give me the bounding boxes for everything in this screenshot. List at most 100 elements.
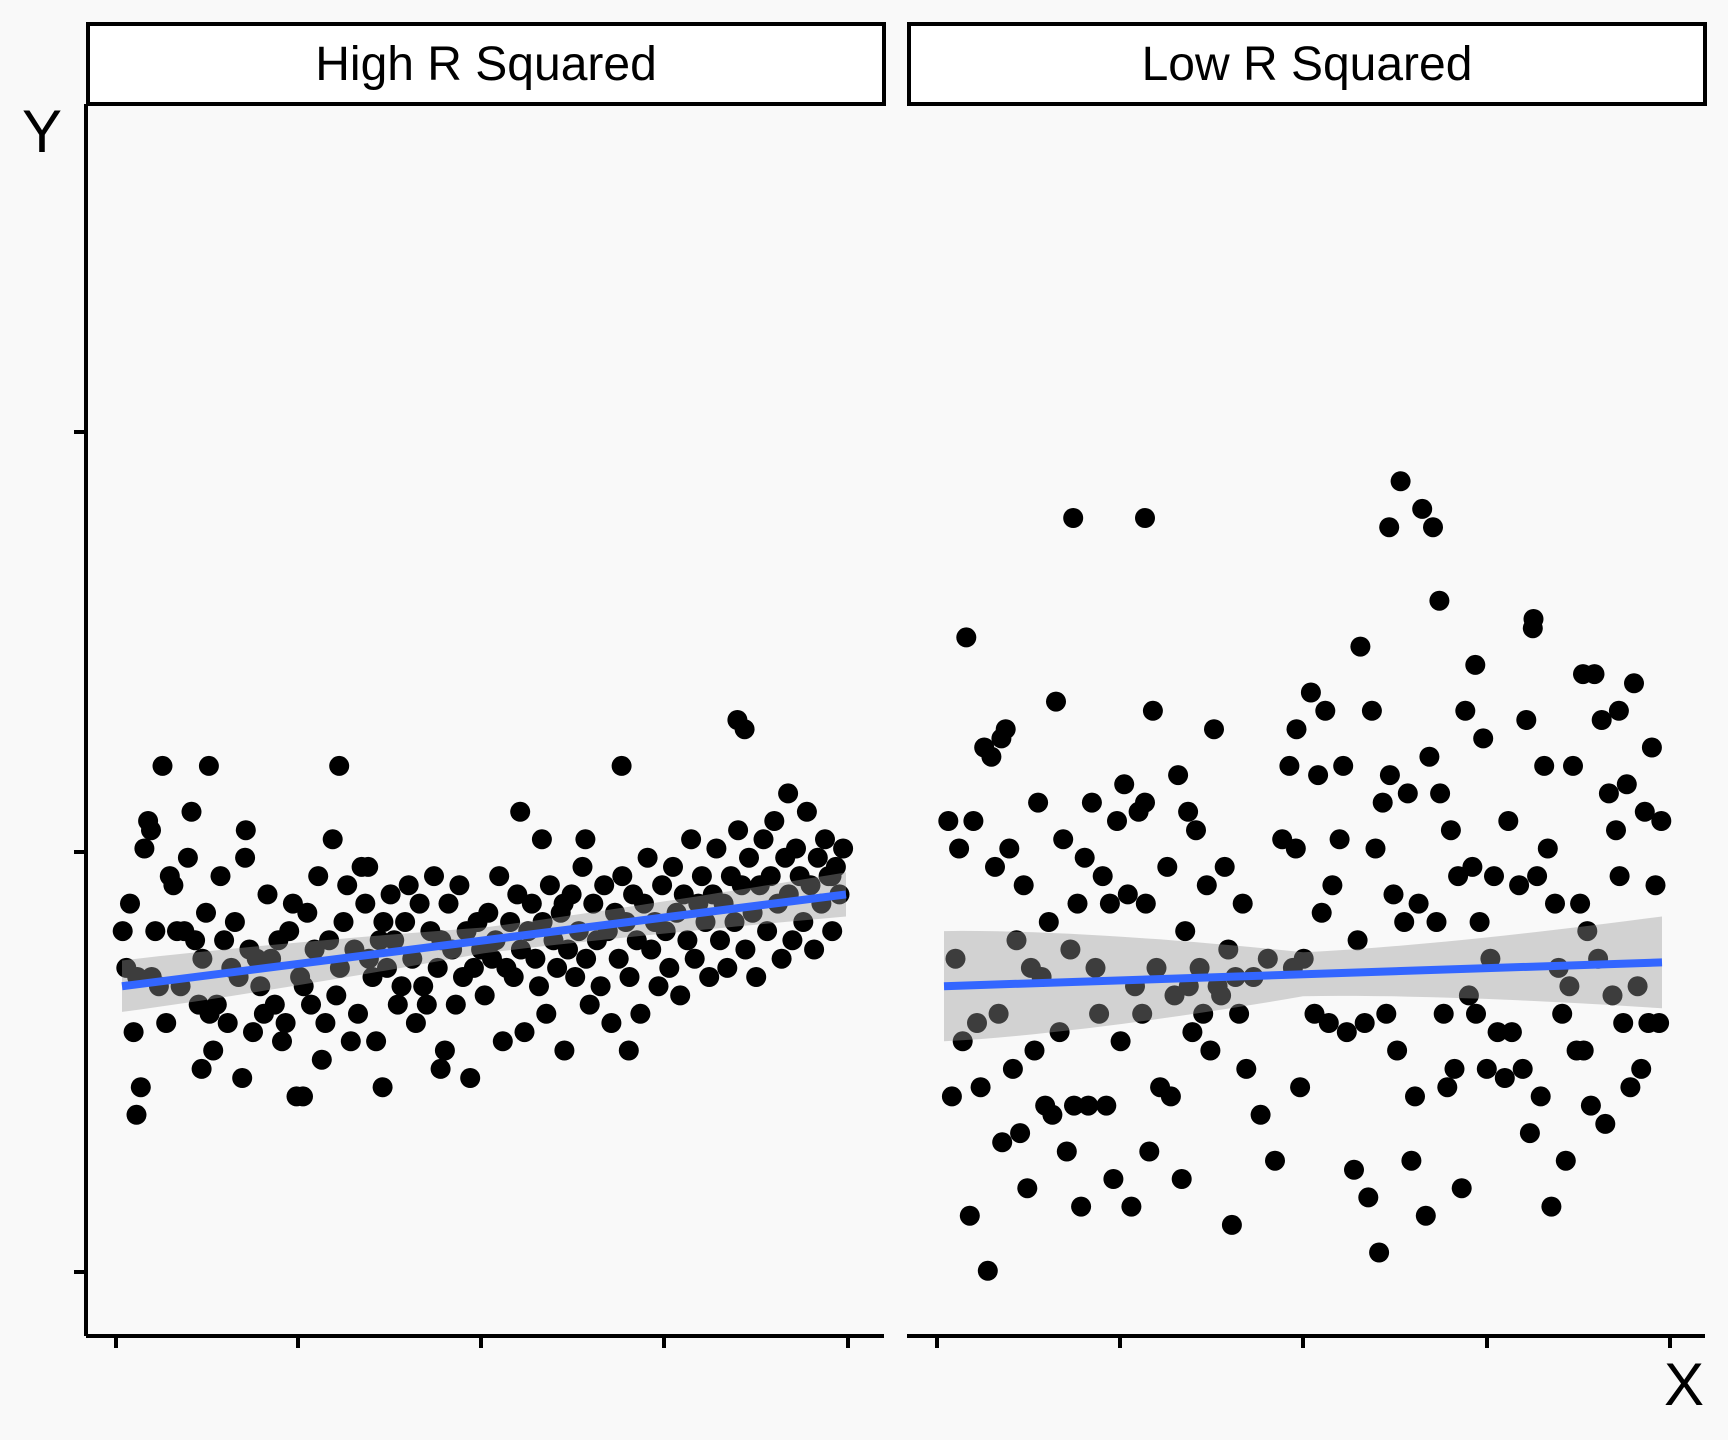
data-point <box>981 746 1002 767</box>
data-point <box>525 948 546 969</box>
data-point <box>1114 774 1135 795</box>
data-point <box>185 930 206 951</box>
data-point <box>1419 746 1440 767</box>
data-point <box>1350 636 1371 657</box>
data-point <box>611 755 632 776</box>
data-point <box>1139 1141 1160 1162</box>
data-point <box>1286 719 1307 740</box>
data-point <box>1304 1003 1325 1024</box>
data-point <box>699 967 720 987</box>
data-point <box>618 1040 639 1061</box>
data-point <box>214 930 235 951</box>
data-point <box>1620 1077 1641 1098</box>
data-point <box>1631 1058 1652 1079</box>
panel-low-r-squared <box>938 471 1672 1281</box>
data-point <box>232 1068 253 1088</box>
data-point <box>1591 710 1612 730</box>
regression-line <box>943 958 1663 991</box>
data-point <box>1182 1022 1203 1043</box>
data-point <box>1178 801 1199 822</box>
data-point <box>1627 976 1648 997</box>
data-point <box>1204 719 1224 740</box>
data-point <box>395 912 416 932</box>
data-point <box>380 884 401 905</box>
data-point <box>684 948 705 969</box>
data-point <box>319 930 340 951</box>
data-point <box>1361 700 1382 721</box>
data-point <box>507 884 528 905</box>
data-point <box>1563 755 1583 776</box>
data-point <box>192 948 213 969</box>
data-point <box>413 976 434 997</box>
data-point <box>1545 893 1565 914</box>
data-point <box>991 728 1012 749</box>
data-point <box>1336 1022 1357 1043</box>
data-point <box>970 1077 991 1098</box>
data-point <box>126 1104 147 1125</box>
data-point <box>967 1013 987 1033</box>
data-point <box>1480 948 1501 969</box>
data-point <box>1085 957 1106 978</box>
data-point <box>1218 939 1239 960</box>
data-point <box>445 994 466 1015</box>
data-point <box>1157 856 1178 877</box>
data-point <box>1541 1196 1562 1217</box>
data-point <box>112 921 133 942</box>
data-point <box>1651 811 1672 831</box>
data-point <box>224 912 245 932</box>
data-point <box>833 838 854 859</box>
data-point <box>558 939 578 960</box>
data-point <box>434 1040 455 1061</box>
data-point <box>963 811 984 831</box>
data-point <box>1308 765 1329 786</box>
data-point <box>521 893 542 914</box>
data-point <box>608 948 629 969</box>
data-point <box>1290 1077 1311 1098</box>
strip-low-box <box>907 22 1707 106</box>
data-point <box>1089 1003 1110 1024</box>
data-point <box>120 893 140 914</box>
data-point <box>275 1013 296 1033</box>
data-point <box>1522 618 1543 639</box>
strip-high-box <box>86 22 886 106</box>
data-point <box>293 976 314 997</box>
data-point <box>474 985 495 1006</box>
data-point <box>1444 1058 1465 1079</box>
data-point <box>1063 508 1084 528</box>
data-point <box>463 957 484 978</box>
data-point <box>329 755 350 776</box>
data-point <box>731 875 752 896</box>
data-point <box>369 930 390 951</box>
data-point <box>572 856 593 877</box>
data-point <box>514 1022 535 1043</box>
data-point <box>1164 985 1185 1006</box>
data-point <box>1609 866 1630 887</box>
data-point <box>409 893 430 914</box>
data-point <box>340 1031 361 1052</box>
data-point <box>1613 1013 1634 1033</box>
data-point <box>1465 654 1486 675</box>
data-point <box>757 921 778 942</box>
data-point <box>235 820 256 841</box>
data-point <box>206 994 227 1015</box>
data-point <box>746 967 767 987</box>
data-point <box>1455 700 1476 721</box>
data-point <box>1096 1095 1117 1116</box>
data-point <box>728 820 749 841</box>
data-point <box>1196 875 1217 896</box>
data-point <box>1333 755 1354 776</box>
data-point <box>1311 902 1332 923</box>
data-point <box>1168 765 1189 786</box>
data-point <box>663 856 683 877</box>
data-point <box>1534 755 1555 776</box>
data-point <box>1516 710 1537 730</box>
data-point <box>1099 893 1120 914</box>
data-point <box>1056 1141 1077 1162</box>
data-point <box>366 1031 387 1052</box>
data-point <box>478 902 499 923</box>
data-point <box>203 1040 224 1061</box>
data-point <box>727 710 748 730</box>
data-point <box>764 811 785 831</box>
data-point <box>1046 691 1066 712</box>
data-point <box>1017 1178 1038 1199</box>
